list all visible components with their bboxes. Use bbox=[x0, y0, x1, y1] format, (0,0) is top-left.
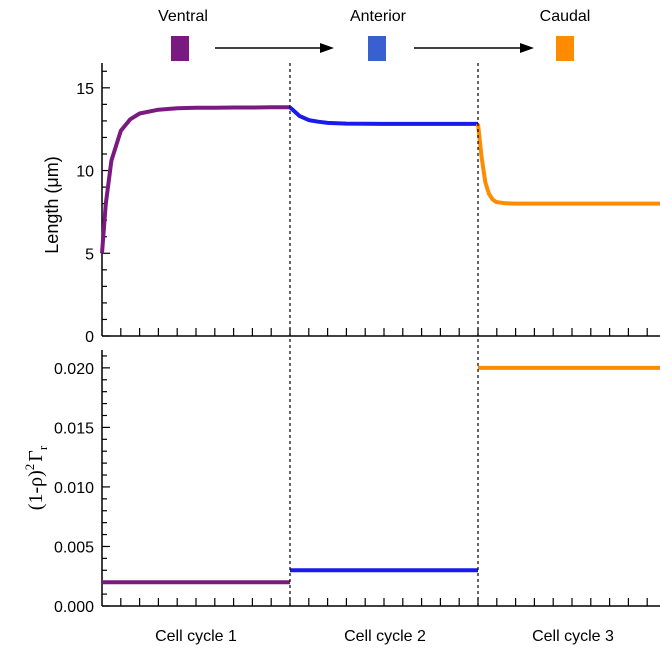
bottom-y-axis-label: (1-ρ)2 Γr bbox=[22, 445, 50, 510]
top-series-anterior-line bbox=[288, 105, 478, 126]
top-y-tick-label: 0 bbox=[85, 329, 94, 346]
stage-legend: Ventral Anterior Caudal bbox=[158, 8, 590, 61]
category-label-cycle-1: Cell cycle 1 bbox=[155, 628, 237, 645]
top-series-group bbox=[100, 105, 660, 254]
top-y-tick-label: 5 bbox=[85, 246, 94, 263]
legend-label-caudal: Caudal bbox=[540, 8, 591, 25]
arrowhead-anterior-to-caudal-icon bbox=[520, 43, 534, 53]
top-x-ticks bbox=[120, 328, 648, 336]
bottom-y-tick-label: 0.005 bbox=[54, 539, 94, 556]
cycle-labels: Cell cycle 1 Cell cycle 2 Cell cycle 3 bbox=[155, 628, 614, 645]
legend-label-ventral: Ventral bbox=[158, 8, 208, 25]
top-y-tick-label: 15 bbox=[76, 81, 94, 98]
top-y-ticks: 0 5 10 15 bbox=[76, 70, 110, 346]
bottom-y-tick-label: 0.020 bbox=[54, 361, 94, 378]
bottom-ylabel-mid: Γ bbox=[25, 450, 47, 462]
top-y-axis-label: Length (μm) bbox=[42, 156, 62, 253]
arrowhead-ventral-to-anterior-icon bbox=[320, 43, 334, 53]
top-y-tick-label: 10 bbox=[76, 164, 94, 181]
bottom-ylabel-sub: r bbox=[35, 445, 50, 450]
bottom-series-group bbox=[102, 365, 660, 585]
bottom-y-tick-label: 0.015 bbox=[54, 420, 94, 437]
legend-label-anterior: Anterior bbox=[350, 8, 407, 25]
category-label-cycle-2: Cell cycle 2 bbox=[344, 628, 426, 645]
top-series-caudal-line bbox=[476, 123, 660, 206]
bottom-ylabel-base: (1-ρ) bbox=[25, 470, 47, 510]
legend-swatch-anterior bbox=[368, 36, 386, 61]
legend-swatch-caudal bbox=[556, 36, 574, 61]
bottom-x-ticks bbox=[120, 598, 648, 606]
bottom-y-tick-label: 0.000 bbox=[54, 599, 94, 616]
bottom-ylabel-sup: 2 bbox=[22, 464, 37, 471]
legend-swatch-ventral bbox=[171, 36, 189, 61]
length-panel: 0 5 10 15 Length (μm) bbox=[42, 63, 660, 346]
rate-panel: 0.000 0.005 0.010 0.015 0.020 (1-ρ)2 Γr bbox=[22, 350, 660, 616]
bottom-y-ticks: 0.000 0.005 0.010 0.015 0.020 bbox=[54, 355, 110, 616]
category-label-cycle-3: Cell cycle 3 bbox=[532, 628, 614, 645]
top-series-ventral-line bbox=[100, 105, 290, 254]
bottom-y-tick-label: 0.010 bbox=[54, 480, 94, 497]
